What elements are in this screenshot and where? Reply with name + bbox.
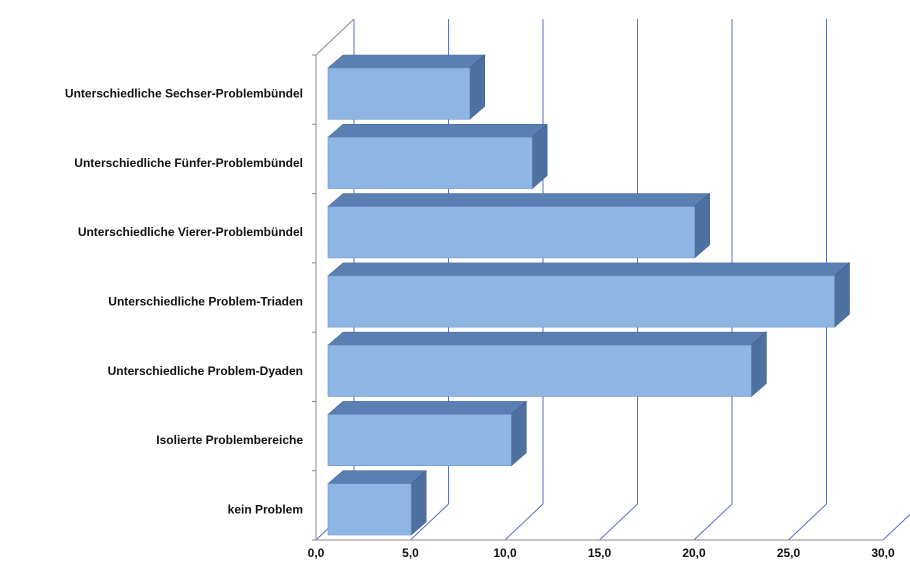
tick-labels: 0,0 5,0 10,0 15,0 20,0 25,0 30,0 xyxy=(308,546,895,560)
bar xyxy=(327,414,512,467)
category-label: Unterschiedliche Fünfer-Problembündel xyxy=(74,156,303,170)
gridline-floor xyxy=(410,503,449,541)
x-tick-label: 20,0 xyxy=(682,546,706,560)
bar-top-face xyxy=(327,193,711,207)
category-label: Isolierte Problembereiche xyxy=(156,433,303,447)
category-labels: Unterschiedliche Sechser-Problembündel Un… xyxy=(65,87,303,517)
category-label: Unterschiedliche Vierer-Problembündel xyxy=(78,225,303,239)
gridline-floor xyxy=(599,503,638,541)
bar-top-face xyxy=(327,262,851,277)
side-wall-top-edge xyxy=(315,18,355,56)
category-label: Unterschiedliche Problem-Dyaden xyxy=(108,364,303,378)
bar-top-face xyxy=(327,123,548,138)
x-tick-label: 25,0 xyxy=(777,546,801,560)
bar xyxy=(327,136,533,189)
axes xyxy=(312,18,883,541)
bar xyxy=(327,206,695,259)
bar xyxy=(327,344,752,397)
category-label: kein Problem xyxy=(228,502,303,516)
bar xyxy=(327,275,835,328)
x-tick-label: 0,0 xyxy=(308,546,325,560)
x-tick-label: 5,0 xyxy=(402,546,419,560)
gridline-floor xyxy=(788,503,827,541)
category-label: Unterschiedliche Problem-Triaden xyxy=(108,295,303,309)
bar-top-face xyxy=(327,331,768,346)
bar xyxy=(327,67,471,120)
bar-top-face xyxy=(327,54,486,69)
x-tick-label: 10,0 xyxy=(493,546,517,560)
category-label: Unterschiedliche Sechser-Problembündel xyxy=(65,87,303,101)
bar xyxy=(327,483,412,536)
gridline-floor xyxy=(882,513,910,541)
x-tick-label: 30,0 xyxy=(871,546,895,560)
gridline-floor xyxy=(504,503,544,541)
bars xyxy=(327,54,851,536)
gridline-floor xyxy=(693,503,733,541)
x-tick-label: 15,0 xyxy=(588,546,612,560)
bar-top-face xyxy=(327,470,427,485)
bar-top-face xyxy=(327,401,528,415)
